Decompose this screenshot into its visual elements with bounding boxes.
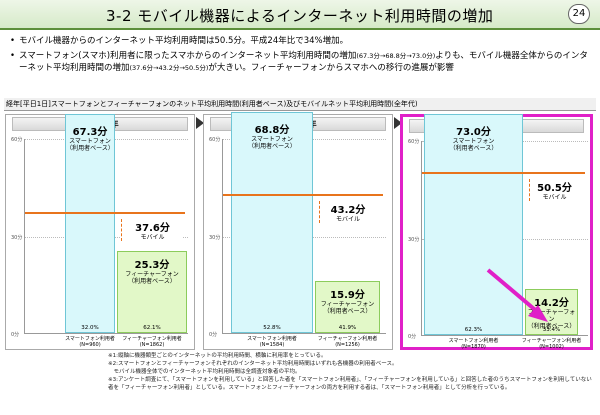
summary-bullets: モバイル機器からのインターネット平均利用時間は50.5分。平成24年比で34%増… xyxy=(10,35,592,77)
x-label-featurephone: フィーチャーフォン利用者 (N=1002) xyxy=(512,338,592,350)
smartphone-value-label: 68.8分 スマートフォン （利用者ベース） xyxy=(231,121,313,150)
footnote-1: ※1:縦軸に機器類型ごとのインターネットの平均利用時間、横軸に利用率をとっている… xyxy=(108,353,327,359)
smartphone-label: スマートフォン （利用者ベース） xyxy=(248,136,296,150)
featurephone-value-box: 15.9分 フィーチャーフォン （利用者ベース） xyxy=(315,286,380,315)
mobile-value: 43.2分 xyxy=(330,204,366,216)
featurephone-label: フィーチャーフォン （利用者ベース） xyxy=(320,301,375,316)
page-number-badge: 24 xyxy=(568,4,590,24)
mobile-average-line xyxy=(422,171,585,174)
smartphone-label: スマートフォン （利用者ベース） xyxy=(449,138,498,152)
mobile-value: 37.6分 xyxy=(135,222,170,234)
x-label-featurephone: フィーチャーフォン利用者 (N=1862) xyxy=(112,336,192,348)
bar-smartphone xyxy=(65,114,115,333)
smartphone-value-label: 73.0分 スマートフォン （利用者ベース） xyxy=(424,123,523,152)
featurephone-share: 41.9% xyxy=(338,325,357,331)
featurephone-share: 33.4% xyxy=(542,327,561,333)
featurephone-value-box: 25.3分 フィーチャーフォン （利用者ベース） xyxy=(117,256,187,285)
smartphone-share: 62.3% xyxy=(464,327,483,333)
x-n: (N=1002) xyxy=(539,344,564,350)
smartphone-label: スマートフォン （利用者ベース） xyxy=(66,138,114,153)
mobile-label: モバイル xyxy=(542,193,567,201)
smartphone-value-label: 67.3分 スマートフォン （利用者ベース） xyxy=(65,123,115,152)
x-label-featurephone: フィーチャーフォン利用者 (N=1256) xyxy=(308,336,388,348)
x-category: フィーチャーフォン利用者 xyxy=(521,338,582,344)
footnote-2-cont: モバイル機器全体でのインターネット平均利用時間は全調査対象者の平均。 xyxy=(108,369,301,375)
x-n: (N=1584) xyxy=(259,342,285,348)
mobile-average-line xyxy=(223,193,383,196)
x-n: (N=960) xyxy=(79,342,101,348)
featurephone-value: 25.3分 xyxy=(134,259,170,271)
smartphone-value: 67.3分 xyxy=(72,127,108,139)
x-category: フィーチャーフォン利用者 xyxy=(122,336,182,342)
x-label-smartphone: スマートフォン利用者 (N=960) xyxy=(50,336,130,348)
featurephone-value: 15.9分 xyxy=(330,290,365,302)
mobile-label: モバイル xyxy=(140,233,165,241)
bullet-2-mobile-trend: (37.6分→43.2分→50.5分) xyxy=(129,64,209,72)
y-tick-label: 30分 xyxy=(11,234,23,241)
footnote-2: ※2:スマートフォンとフィーチャーフォンそれぞれのインターネット平均利用時間はい… xyxy=(108,361,398,367)
footnotes: ※1:縦軸に機器類型ごとのインターネットの平均利用時間、横軸に利用率をとっている… xyxy=(108,352,594,392)
x-label-smartphone: スマートフォン利用者 (N=1870) xyxy=(434,338,514,350)
y-tick-label: 60分 xyxy=(408,139,420,145)
featurephone-label: フィーチャーフォン （利用者ベース） xyxy=(527,308,576,330)
mobile-value-box: 50.5分 モバイル xyxy=(529,178,579,201)
y-tick-label: 0分 xyxy=(209,332,218,338)
x-category: スマートフォン利用者 xyxy=(448,338,499,344)
bullet-2-text-a: スマートフォン(スマホ)利用者に限ったスマホからのインターネット平均利用時間の増… xyxy=(19,50,357,61)
mobile-value-box: 43.2分 モバイル xyxy=(319,200,376,223)
x-category: フィーチャーフォン利用者 xyxy=(317,336,378,342)
footnote-3: ※3:アンケート調査にて、「スマートフォンを利用している」と回答した者を「スマー… xyxy=(108,377,592,391)
featurephone-label: フィーチャーフォン （利用者ベース） xyxy=(125,270,179,285)
smartphone-value: 68.8分 xyxy=(254,125,290,136)
x-category: スマートフォン利用者 xyxy=(247,336,297,342)
year-transition-arrow xyxy=(196,117,204,129)
mobile-average-line xyxy=(25,211,185,214)
slide-header: 3-2 モバイル機器によるインターネット利用時間の増加 24 xyxy=(0,0,600,30)
x-label-smartphone: スマートフォン利用者 (N=1584) xyxy=(232,336,312,348)
x-n: (N=1862) xyxy=(139,342,165,348)
mobile-label: モバイル xyxy=(335,215,360,223)
featurephone-value-box: 14.2分 フィーチャーフォン （利用者ベース） xyxy=(525,294,578,330)
plot-area: 60分 30分 0分 68.8分 スマートフォン （利用者ベース） 43.2分 モバイル 15… xyxy=(209,112,386,348)
y-tick-label: 0分 xyxy=(408,334,417,340)
chart-title: 経年[平日1日]スマートフォンとフィーチャーフォンのネット平均利用時間(利用者ベ… xyxy=(4,98,596,111)
bullet-2-text-c: が大きい。フィーチャーフォンからスマホへの移行の進展が影響 xyxy=(208,63,454,73)
mobile-value-box: 37.6分 モバイル xyxy=(121,218,183,241)
y-tick-label: 30分 xyxy=(408,236,420,243)
mobile-value: 50.5分 xyxy=(537,182,572,194)
x-category: スマートフォン利用者 xyxy=(65,336,115,342)
featurephone-share: 62.1% xyxy=(143,325,161,331)
bullet-2: スマートフォン(スマホ)利用者に限ったスマホからのインターネット平均利用時間の増… xyxy=(10,50,592,75)
smartphone-value: 73.0分 xyxy=(456,127,491,138)
x-n: (N=1870) xyxy=(461,344,486,350)
bullet-2-text-b: よりも、モバイル機器全体からのインターネット平均利用時間の増加 xyxy=(19,50,588,74)
smartphone-share: 32.0% xyxy=(81,325,99,331)
plot-area: 60分 30分 0分 67.3分 スマートフォン （利用者ベース） 37.6分 モバイル 25… xyxy=(11,114,188,348)
bar-featurephone xyxy=(117,250,187,333)
year-transition-arrow xyxy=(394,117,402,129)
y-tick-label: 30分 xyxy=(209,234,221,241)
slide-title: 3-2 モバイル機器によるインターネット利用時間の増加 xyxy=(106,7,494,25)
bullet-1-text: モバイル機器からのインターネット平均利用時間は50.5分。平成24年比で34%増… xyxy=(19,36,349,46)
bar-smartphone xyxy=(231,112,313,333)
plot-area: 60分 30分 0分 73.0分 スマートフォン （利用者ベース） 50.5分 モバイル 14… xyxy=(408,114,588,350)
bar-featurephone xyxy=(315,281,380,333)
x-n: (N=1256) xyxy=(335,342,360,348)
y-tick-label: 60分 xyxy=(11,137,23,143)
bullet-1: モバイル機器からのインターネット平均利用時間は50.5分。平成24年比で34%増… xyxy=(10,35,592,48)
y-tick-label: 60分 xyxy=(209,137,221,143)
smartphone-share: 52.8% xyxy=(263,325,281,331)
featurephone-value: 14.2分 xyxy=(534,297,569,309)
bullet-2-smartphone-trend: (67.3分→68.8分→73.0分) xyxy=(356,51,436,60)
y-tick-label: 0分 xyxy=(11,332,20,338)
